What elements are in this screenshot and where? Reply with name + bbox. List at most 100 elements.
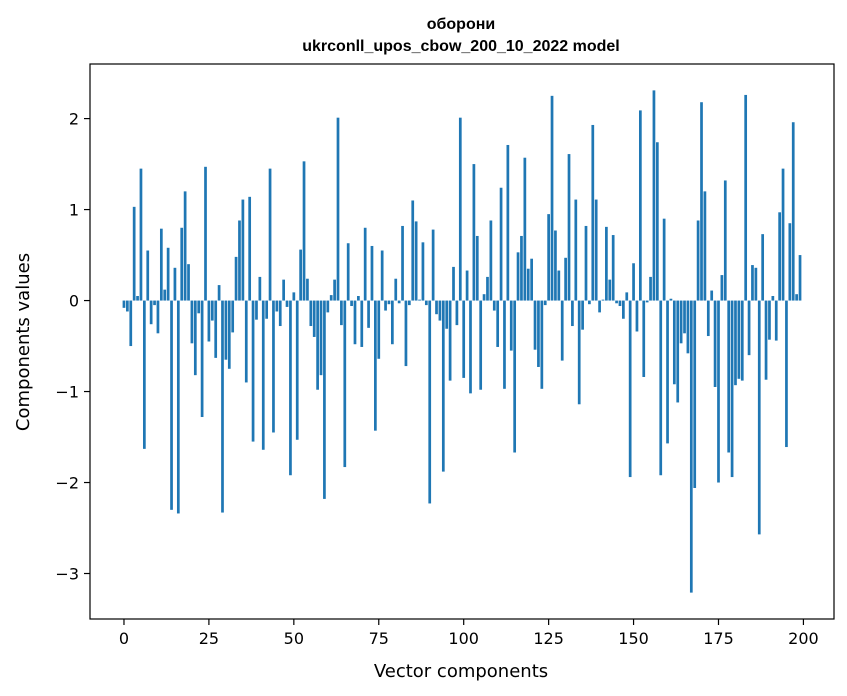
bar <box>289 300 292 476</box>
bar <box>635 300 639 332</box>
bar <box>543 300 547 306</box>
bar <box>231 300 235 333</box>
plot-frame <box>89 63 835 620</box>
bar <box>455 300 459 326</box>
bar <box>319 300 323 376</box>
x-tick-label: 175 <box>703 629 734 648</box>
bar <box>778 212 782 301</box>
bar <box>462 300 466 378</box>
bar <box>329 295 333 301</box>
bar <box>713 300 717 387</box>
bar <box>574 199 578 301</box>
bar <box>190 300 194 344</box>
bar <box>126 300 129 312</box>
bar <box>238 220 241 301</box>
bar <box>628 300 632 478</box>
bar <box>217 285 221 301</box>
bar <box>295 300 299 440</box>
bar <box>679 300 683 344</box>
bar <box>720 275 724 301</box>
bar <box>309 300 313 327</box>
bar <box>142 300 146 449</box>
bar <box>540 300 544 389</box>
bar <box>265 300 269 319</box>
bar <box>370 245 374 301</box>
bar <box>638 110 642 301</box>
bar <box>431 229 435 301</box>
bar <box>734 300 737 386</box>
bar <box>367 300 370 328</box>
bar <box>503 300 506 389</box>
bar <box>414 221 418 301</box>
bar <box>683 300 686 334</box>
bar <box>394 278 398 301</box>
bar <box>187 264 190 301</box>
bar <box>214 300 218 358</box>
bar <box>727 300 731 453</box>
bar <box>537 300 540 367</box>
bar <box>771 296 775 301</box>
axis-ticks: 0 25 50 75 100 125 150 175 200 −3 −2 −1 0 1 2 <box>55 110 818 648</box>
bar <box>662 218 666 301</box>
bar <box>438 300 442 321</box>
bar <box>275 300 279 312</box>
bar <box>655 142 659 301</box>
bar <box>166 247 170 301</box>
bar <box>696 220 700 301</box>
bar <box>486 276 489 301</box>
bar <box>761 234 765 301</box>
x-tick-label: 200 <box>788 629 819 648</box>
bar <box>465 270 469 301</box>
bar <box>377 300 381 359</box>
bar <box>299 249 302 301</box>
bar <box>340 300 343 326</box>
bar <box>204 166 207 301</box>
bar <box>183 191 187 301</box>
bar <box>717 300 720 483</box>
bar <box>689 300 693 593</box>
bar <box>744 94 748 301</box>
bar <box>139 168 143 301</box>
bar <box>615 300 618 304</box>
bar <box>353 300 357 345</box>
bar <box>618 300 622 307</box>
bar <box>798 255 802 301</box>
bar <box>200 300 204 418</box>
bar <box>785 300 788 448</box>
bar <box>666 300 669 444</box>
bar <box>210 300 214 321</box>
bar <box>768 300 771 340</box>
bar <box>523 157 527 301</box>
bar <box>159 228 163 301</box>
bar <box>323 300 326 499</box>
bar <box>533 300 537 350</box>
x-tick-label: 150 <box>618 629 649 648</box>
bar <box>193 300 197 376</box>
bar <box>676 300 680 403</box>
bar <box>482 294 486 301</box>
bar <box>567 154 571 301</box>
bar <box>751 265 754 301</box>
x-tick-label: 0 <box>119 629 129 648</box>
bar <box>445 300 449 329</box>
bar <box>282 279 286 301</box>
bar <box>268 168 272 301</box>
bar <box>163 289 167 301</box>
y-tick-label: 1 <box>69 201 79 220</box>
bar <box>306 278 309 301</box>
bar <box>622 300 625 319</box>
bar <box>492 300 496 311</box>
bar <box>672 300 676 385</box>
bar <box>513 300 517 453</box>
bar <box>608 279 612 301</box>
bar <box>526 268 530 301</box>
bar <box>316 300 319 390</box>
bar <box>723 180 727 301</box>
bar <box>129 300 133 347</box>
y-tick-label: −1 <box>55 383 79 402</box>
bar <box>489 220 493 301</box>
bar <box>452 266 455 301</box>
bar <box>520 235 523 301</box>
bar <box>774 300 778 341</box>
